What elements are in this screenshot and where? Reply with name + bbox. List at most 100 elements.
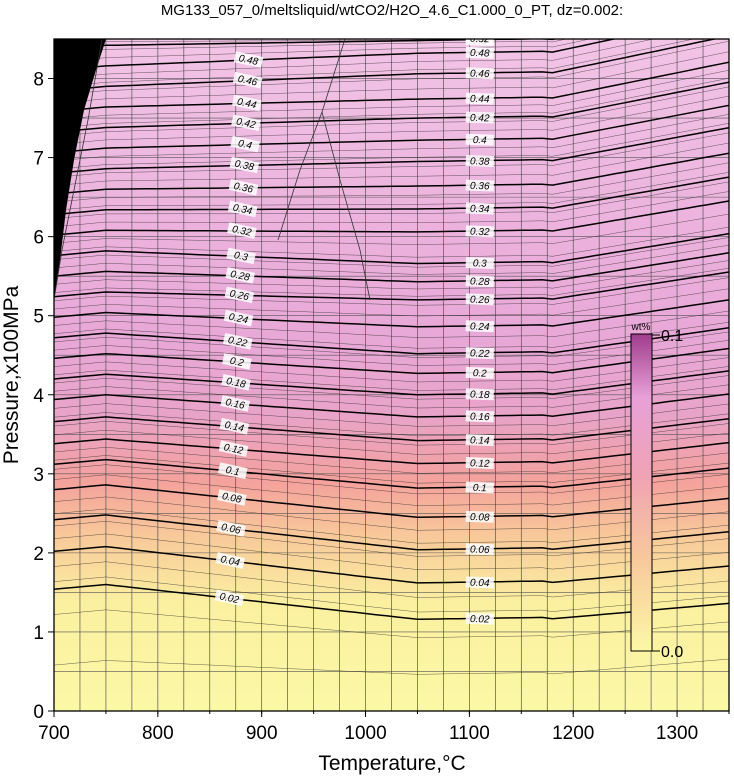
minor-contour-line <box>54 658 729 675</box>
minor-contour-line <box>54 322 729 349</box>
major-contour-line <box>54 81 729 134</box>
minor-contour-line <box>54 561 729 598</box>
contour-label: 0.08 <box>221 491 243 506</box>
contour-label: 0.22 <box>227 335 249 350</box>
major-contour-line <box>54 416 729 442</box>
contour-label: 0.16 <box>224 397 246 412</box>
contour-label: 0.34 <box>232 203 254 218</box>
contour-label: 0.38 <box>470 156 490 168</box>
x-tick-label: 800 <box>142 723 174 744</box>
contour-label-bg <box>465 275 494 288</box>
minor-contour-line <box>54 277 729 306</box>
x-tick-label: 1300 <box>656 723 698 744</box>
major-contour-line <box>54 370 729 396</box>
major-contour-line <box>54 514 729 551</box>
contour-label-bg <box>221 374 251 391</box>
contour-label: 0.42 <box>235 116 257 131</box>
colorbar-gradient <box>630 333 653 652</box>
contour-label-bg <box>217 489 247 506</box>
major-contour-line <box>54 545 729 584</box>
minor-contour-line <box>54 430 729 455</box>
contour-label: 0.36 <box>470 181 490 193</box>
y-tick-label: 5 <box>33 307 44 328</box>
contour-label-bg <box>465 388 494 401</box>
major-contour-line <box>54 126 729 175</box>
minor-contour-line <box>54 474 729 506</box>
plot-area: 0.02 0.04 0.06 0.08 0.1 0.12 0.14 0.16 0.18 0.2 0.… <box>54 23 729 711</box>
minor-contour-line <box>54 384 729 409</box>
contour-label: 0.36 <box>233 181 255 196</box>
major-contour-line <box>54 484 729 519</box>
contour-label-bg <box>465 257 494 270</box>
colorbar-max-label: 0.1 <box>661 328 683 345</box>
minor-contour-line <box>54 533 729 570</box>
plot-frame <box>53 38 730 712</box>
minor-contour-line <box>54 78 729 129</box>
contour-labels: 0.02 0.04 0.06 0.08 0.1 0.12 0.14 0.16 0.18 0.2 0.… <box>214 34 494 626</box>
minor-contour-line <box>54 496 729 531</box>
major-contour-line <box>54 104 729 154</box>
major-contour-lines <box>54 39 729 621</box>
contour-label: 0.12 <box>470 458 490 470</box>
contour-label-bg <box>465 92 494 105</box>
major-contour-line <box>54 39 558 51</box>
contour-label: 0.44 <box>470 94 490 106</box>
contour-label-bg <box>219 417 250 435</box>
contour-label-bg <box>465 39 494 45</box>
major-contour-line <box>54 271 729 301</box>
contour-label-bg <box>465 320 494 333</box>
minor-contour-line <box>54 123 729 170</box>
major-contour-line <box>54 299 729 328</box>
minor-contour-line <box>54 41 729 96</box>
minor-contour-line <box>54 268 729 297</box>
contour-label-bg <box>217 462 248 479</box>
minor-contour-line <box>54 464 729 495</box>
contour-label: 0.26 <box>470 295 490 307</box>
colorbar: wt% 0.1 0.0 <box>630 322 683 661</box>
contour-label-bg <box>465 155 494 168</box>
y-tick-label: 1 <box>33 623 44 644</box>
contour-label-bg <box>220 395 251 412</box>
contour-label-bg <box>232 94 262 112</box>
contour-label-bg <box>465 133 494 146</box>
contour-label: 0.32 <box>470 227 490 239</box>
contour-label-bg <box>227 222 257 239</box>
major-contour-line <box>54 176 729 216</box>
contour-label: 0.04 <box>470 578 490 590</box>
contour-label: 0.24 <box>228 312 250 327</box>
minor-contour-line <box>54 576 729 613</box>
contour-label-bg <box>465 366 494 379</box>
contour-label: 0.26 <box>228 288 250 303</box>
major-contour-line <box>54 393 729 418</box>
contour-label-bg <box>226 247 256 265</box>
major-contour-line <box>54 232 729 265</box>
contour-label-bg <box>465 179 494 192</box>
contour-label: 0.52 <box>470 34 490 46</box>
major-contour-line <box>54 61 729 113</box>
minor-contour-line <box>54 162 729 203</box>
x-axis: 700 800 900 1000 1100 1200 1300 <box>38 711 730 744</box>
y-tick-label: 6 <box>33 228 44 249</box>
minor-contour-line <box>54 39 567 55</box>
contour-label: 0.08 <box>470 512 490 524</box>
minor-contour-line <box>54 39 695 88</box>
dark-unstable-region <box>54 39 106 300</box>
minor-contour-line <box>54 23 729 31</box>
x-tick-label: 700 <box>38 723 70 744</box>
colorbar-min-label: 0.0 <box>661 644 683 661</box>
contour-label: 0.42 <box>470 113 490 125</box>
contour-label: 0.02 <box>219 591 241 606</box>
contour-label: 0.4 <box>237 138 253 152</box>
x-axis-title: Temperature,°C <box>318 752 465 775</box>
contour-label-bg <box>222 333 253 350</box>
minor-contour-line <box>54 70 729 121</box>
contour-label: 0.04 <box>219 554 241 569</box>
contour-label-bg <box>465 576 494 589</box>
contour-label: 0.02 <box>470 614 490 626</box>
x-tick-label: 1200 <box>552 723 594 744</box>
minor-contour-line <box>54 51 729 104</box>
grid-lines <box>54 39 729 711</box>
minor-contour-line <box>54 95 729 145</box>
contour-label-bg <box>214 589 245 607</box>
contour-label: 0.14 <box>224 420 246 435</box>
